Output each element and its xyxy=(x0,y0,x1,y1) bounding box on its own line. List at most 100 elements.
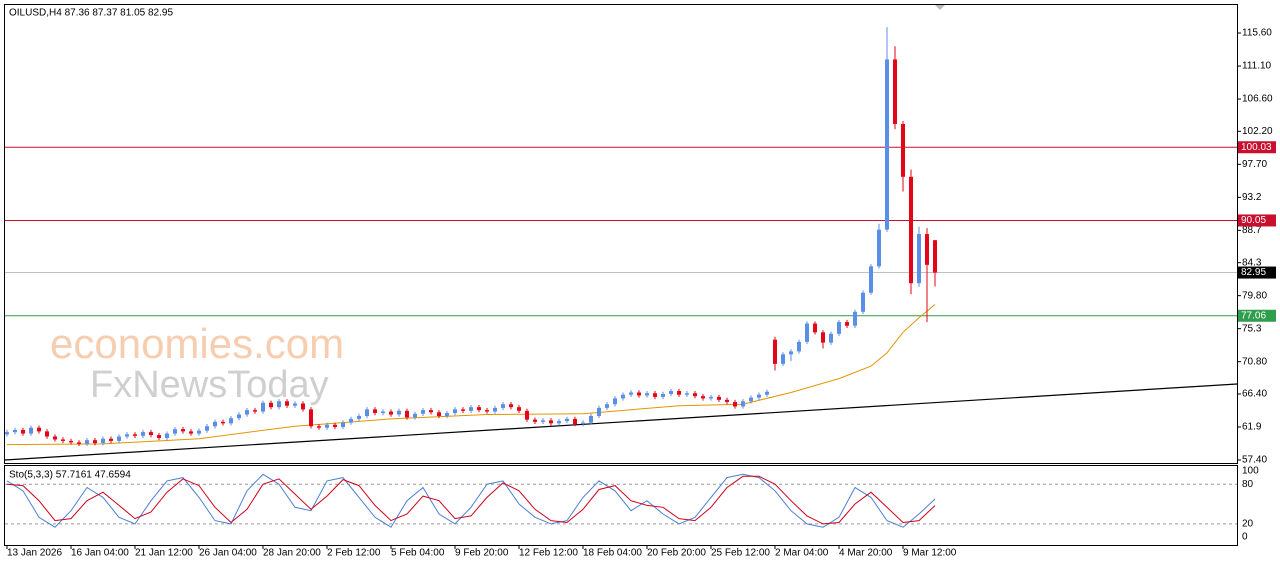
candle-body xyxy=(381,411,385,414)
candle-body xyxy=(5,432,9,435)
candle-body xyxy=(165,433,169,438)
candle-body xyxy=(837,322,841,334)
watermark: FxNewsToday xyxy=(90,364,329,406)
candle-body xyxy=(853,311,857,326)
indicator-tick-label: 0 xyxy=(1242,532,1248,543)
y-tick-label: 115.60 xyxy=(1242,28,1272,39)
candle-body xyxy=(749,397,753,402)
candle-body xyxy=(805,323,809,342)
candle-body xyxy=(29,427,33,434)
indicator-title: Sto(5,3,3) 57.7161 47.6594 xyxy=(9,470,131,481)
candle-body xyxy=(245,410,249,415)
candle-body xyxy=(797,341,801,352)
candle-body xyxy=(21,429,25,434)
y-tick-label: 79.80 xyxy=(1242,290,1267,301)
level-label: 100.03 xyxy=(1241,142,1272,153)
candle-body xyxy=(133,434,137,436)
candle-body xyxy=(781,354,785,364)
candle-body xyxy=(709,396,713,399)
candle-body xyxy=(925,234,929,265)
candle-body xyxy=(653,393,657,397)
candle-body xyxy=(741,401,745,407)
candle-body xyxy=(341,422,345,427)
candle-body xyxy=(277,401,281,408)
candle-body xyxy=(437,412,441,416)
candle-body xyxy=(589,415,593,423)
candle-body xyxy=(77,442,81,444)
candle-body xyxy=(549,420,553,424)
y-tick-label: 75.3 xyxy=(1242,323,1262,334)
candle-body xyxy=(501,404,505,408)
indicator-line xyxy=(6,473,936,528)
candle-body xyxy=(733,402,737,407)
candle-body xyxy=(181,429,185,432)
candle-body xyxy=(565,418,569,422)
candle-body xyxy=(141,432,145,436)
y-tick-label: 66.40 xyxy=(1242,389,1267,400)
y-tick-label: 84.3 xyxy=(1242,257,1262,268)
candle-body xyxy=(53,436,57,440)
candle-body xyxy=(469,407,473,411)
candle-body xyxy=(597,407,601,416)
y-tick-label: 61.9 xyxy=(1242,422,1262,433)
candle-body xyxy=(613,398,617,405)
indicator-tick-label: 100 xyxy=(1242,466,1259,477)
candle-body xyxy=(757,394,761,398)
x-tick-label: 13 Jan 2026 xyxy=(7,548,62,559)
candle-body xyxy=(877,229,881,267)
candle-body xyxy=(477,407,481,411)
candle-body xyxy=(213,421,217,427)
shift-marker xyxy=(935,5,945,10)
candle-body xyxy=(661,393,665,397)
candle-body xyxy=(269,402,273,408)
candle-body xyxy=(517,407,521,411)
moving-average xyxy=(6,304,936,446)
level-box xyxy=(1238,266,1276,279)
candle-body xyxy=(669,391,673,394)
level-label: 90.05 xyxy=(1241,215,1266,226)
watermark: economies.com xyxy=(50,320,344,367)
level-box xyxy=(1238,309,1276,322)
candle-body xyxy=(813,323,817,333)
x-tick-label: 2 Feb 12:00 xyxy=(327,548,381,559)
candle-body xyxy=(637,392,641,396)
candle-body xyxy=(869,266,873,293)
candle-body xyxy=(525,410,529,420)
level-label: 77.06 xyxy=(1241,310,1266,321)
x-tick-label: 20 Feb 20:00 xyxy=(647,548,706,559)
candle-body xyxy=(397,410,401,415)
candle-body xyxy=(285,401,289,406)
candle-body xyxy=(229,418,233,424)
candle-body xyxy=(917,234,921,284)
candle-body xyxy=(333,424,337,427)
candle-body xyxy=(221,421,225,424)
x-tick-label: 12 Feb 12:00 xyxy=(519,548,578,559)
y-tick-label: 97.70 xyxy=(1242,159,1267,170)
candle-body xyxy=(533,419,537,422)
x-tick-label: 26 Jan 04:00 xyxy=(199,548,257,559)
candle-body xyxy=(389,411,393,415)
trend-line xyxy=(4,383,1238,461)
candle-body xyxy=(173,429,177,434)
candle-body xyxy=(157,435,161,438)
candle-body xyxy=(293,403,297,406)
candle-body xyxy=(605,404,609,408)
candle-body xyxy=(821,332,825,343)
y-tick-label: 102.20 xyxy=(1242,126,1273,137)
candle-body xyxy=(909,176,913,284)
candle-body xyxy=(485,410,489,412)
candle-body xyxy=(205,426,209,431)
candle-body xyxy=(317,426,321,428)
candle-body xyxy=(509,404,513,408)
x-tick-label: 18 Feb 04:00 xyxy=(583,548,642,559)
candle-body xyxy=(429,410,433,413)
candle-body xyxy=(845,322,849,326)
candle-body xyxy=(261,402,265,412)
candle-body xyxy=(861,292,865,312)
candle-body xyxy=(725,399,729,403)
candle-body xyxy=(685,393,689,395)
candle-body xyxy=(69,440,73,443)
candle-body xyxy=(253,410,257,412)
candle-body xyxy=(93,440,97,444)
